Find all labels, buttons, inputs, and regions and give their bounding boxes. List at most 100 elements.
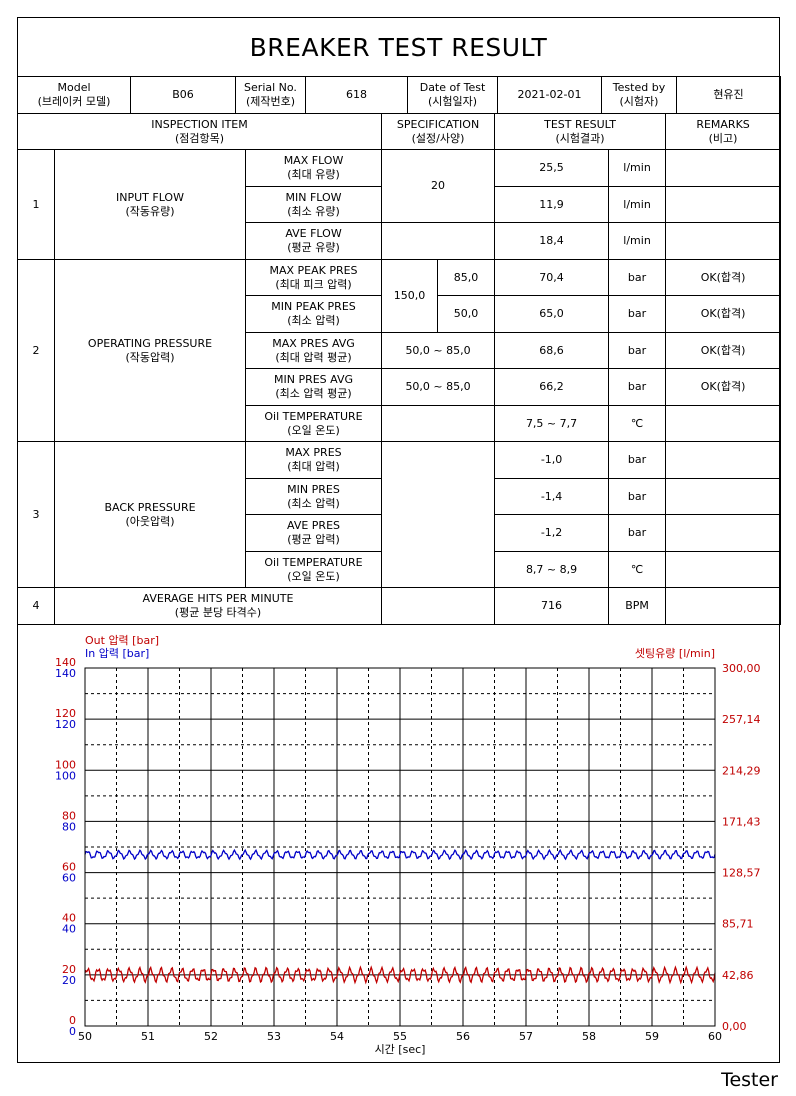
- x-tick-label: 60: [708, 1030, 722, 1043]
- x-tick-label: 50: [78, 1030, 92, 1043]
- y-tick-label-out: 120: [55, 707, 76, 720]
- result-unit: bar: [608, 332, 667, 369]
- col-header-remarks: REMARKS (비고): [665, 113, 782, 150]
- result-unit: ℃: [608, 551, 667, 588]
- item-label: MIN PRES AVG (최소 압력 평균): [244, 368, 383, 406]
- item-label: MAX PRES (최대 압력): [244, 441, 383, 479]
- model-label: Model (브레이커 모델): [17, 76, 131, 114]
- tester-caption: Tester: [721, 1069, 778, 1091]
- y-tick-label-right: 257,14: [722, 713, 761, 726]
- result-unit: l/min: [608, 222, 667, 260]
- y-tick-label-out: 40: [62, 912, 76, 925]
- y-tick-label-right: 128,57: [722, 867, 761, 880]
- spec-value: 50,0 ~ 85,0: [381, 368, 496, 406]
- section-number: 1: [17, 149, 55, 260]
- result-value: 18,4: [494, 222, 610, 260]
- remark-value: [665, 551, 782, 588]
- result-unit: bar: [608, 514, 667, 552]
- y-tick-label-in: 100: [55, 769, 76, 782]
- y-tick-label-right: 0,00: [722, 1020, 747, 1033]
- result-unit: ℃: [608, 405, 667, 442]
- y-tick-label-out: 100: [55, 758, 76, 771]
- item-label: AVE PRES (평균 압력): [244, 514, 383, 552]
- result-value: 716: [494, 587, 610, 625]
- result-value: 11,9: [494, 186, 610, 223]
- remark-value: OK(합격): [665, 368, 782, 406]
- result-unit: bar: [608, 295, 667, 333]
- x-tick-label: 57: [519, 1030, 533, 1043]
- remark-value: [665, 222, 782, 260]
- y-tick-label-right: 171,43: [722, 815, 761, 828]
- item-label: AVE FLOW (평균 유량): [244, 222, 383, 260]
- item-label: MIN PRES (최소 압력): [244, 478, 383, 515]
- remark-value: [665, 441, 782, 479]
- report-title: BREAKER TEST RESULT: [249, 32, 548, 62]
- spec-value: 50,0 ~ 85,0: [381, 332, 496, 369]
- y-tick-label-right: 300,00: [722, 662, 761, 675]
- x-tick-label: 53: [267, 1030, 281, 1043]
- date-value: 2021-02-01: [497, 76, 602, 114]
- section-name: BACK PRESSURE (아웃압력): [54, 441, 246, 588]
- remark-value: OK(합격): [665, 259, 782, 296]
- result-value: -1,0: [494, 441, 610, 479]
- y-tick-label-in: 40: [62, 923, 76, 936]
- result-unit: bar: [608, 368, 667, 406]
- x-tick-label: 52: [204, 1030, 218, 1043]
- section-name: OPERATING PRESSURE (작동압력): [54, 259, 246, 442]
- section-number: 4: [17, 587, 55, 625]
- y-tick-label-in: 120: [55, 718, 76, 731]
- spec-value: 50,0: [437, 295, 496, 333]
- result-unit: l/min: [608, 149, 667, 187]
- result-value: 68,6: [494, 332, 610, 369]
- result-unit: l/min: [608, 186, 667, 223]
- result-value: -1,2: [494, 514, 610, 552]
- x-tick-label: 56: [456, 1030, 470, 1043]
- remark-value: [665, 478, 782, 515]
- section-number: 3: [17, 441, 55, 588]
- result-value: 25,5: [494, 149, 610, 187]
- y-tick-label-right: 85,71: [722, 918, 754, 931]
- result-value: 7,5 ~ 7,7: [494, 405, 610, 442]
- series-line-in-pressure: [84, 848, 716, 861]
- item-label: MAX PRES AVG (최대 압력 평균): [244, 332, 383, 369]
- y-tick-label-out: 0: [69, 1014, 76, 1027]
- spec-value: [381, 222, 496, 260]
- y-tick-label-out: 80: [62, 809, 76, 822]
- x-tick-label: 51: [141, 1030, 155, 1043]
- col-header-result: TEST RESULT (시험결과): [494, 113, 667, 150]
- result-value: 70,4: [494, 259, 610, 296]
- spec-value: [381, 405, 496, 442]
- col-header-item: INSPECTION ITEM (점검항목): [16, 113, 383, 150]
- serial-value: 618: [305, 76, 408, 114]
- item-label: MIN FLOW (최소 유량): [244, 186, 383, 223]
- y-tick-label-in: 20: [62, 974, 76, 987]
- right-axis-label: 셋팅유량 [l/min]: [635, 647, 715, 660]
- result-value: 66,2: [494, 368, 610, 406]
- x-tick-label: 58: [582, 1030, 596, 1043]
- result-unit: bar: [608, 259, 667, 296]
- model-value: B06: [130, 76, 236, 114]
- spec-value: [381, 441, 496, 588]
- tester-value: 현유진: [676, 76, 781, 114]
- section-name: AVERAGE HITS PER MINUTE (평균 분당 타격수): [53, 587, 383, 625]
- left-axis-label-in: In 압력 [bar]: [85, 647, 149, 660]
- spec-value: [381, 587, 496, 625]
- remark-value: [665, 149, 782, 187]
- x-tick-label: 59: [645, 1030, 659, 1043]
- y-tick-label-right: 42,86: [722, 969, 754, 982]
- tester-label: Tested by (시험자): [601, 76, 677, 114]
- col-header-spec: SPECIFICATION (설정/사양): [381, 113, 496, 150]
- item-label: MAX FLOW (최대 유량): [244, 149, 383, 187]
- spec-value: 20: [381, 149, 496, 223]
- date-label: Date of Test (시험일자): [407, 76, 498, 114]
- y-tick-label-in: 80: [62, 820, 76, 833]
- y-tick-label-in: 140: [55, 667, 76, 680]
- item-label: Oil TEMPERATURE (오일 온도): [244, 405, 383, 442]
- remark-value: [665, 514, 782, 552]
- remark-value: [665, 186, 782, 223]
- report-sheet: BREAKER TEST RESULT Model (브레이커 모델) B06 S…: [16, 17, 782, 1063]
- x-tick-label: 55: [393, 1030, 407, 1043]
- result-value: 8,7 ~ 8,9: [494, 551, 610, 588]
- y-tick-label-out: 140: [55, 656, 76, 669]
- left-axis-label-out: Out 압력 [bar]: [85, 634, 159, 647]
